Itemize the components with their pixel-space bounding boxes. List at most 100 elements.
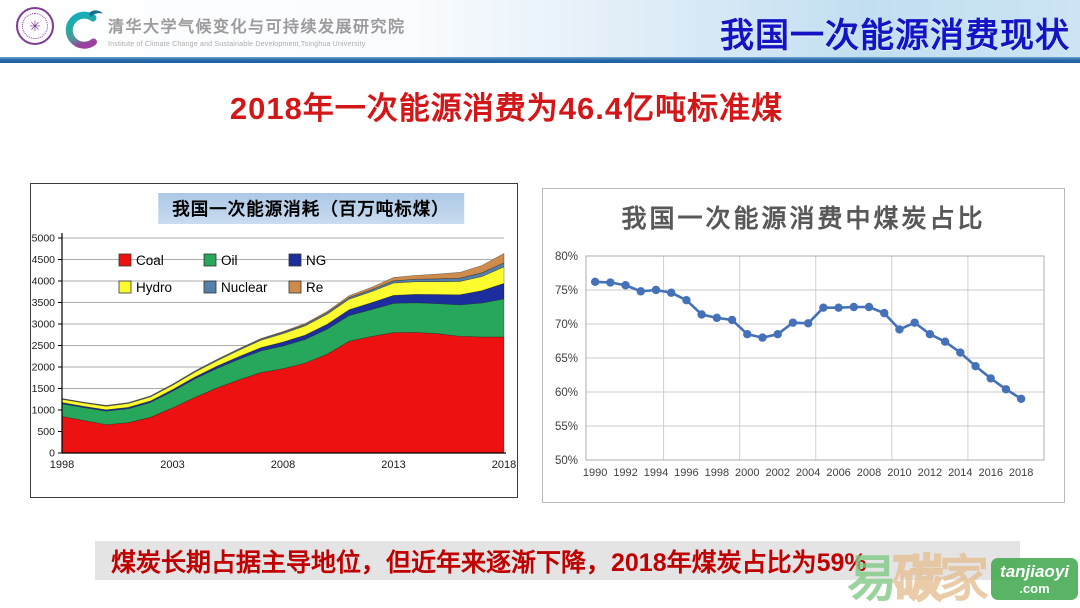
institute-name-cn: 清华大学气候变化与可持续发展研究院 — [108, 19, 406, 36]
x-tick-label: 2008 — [271, 459, 295, 471]
y-tick-label: 75% — [555, 285, 578, 297]
energy-mix-chart-title: 我国一次能源消耗（百万吨标煤） — [158, 193, 464, 224]
data-point-2003 — [788, 318, 798, 327]
coal-share-chart-title: 我国一次能源消费中煤炭占比 — [621, 206, 986, 233]
x-tick-label: 1990 — [583, 467, 607, 479]
seal-glyph: ✳ — [29, 18, 41, 34]
data-point-2007 — [849, 302, 859, 312]
x-tick-label: 2003 — [160, 459, 184, 471]
x-tick-label: 2018 — [492, 459, 516, 471]
y-tick-label: 500 — [37, 426, 55, 438]
legend-swatch-coal — [118, 253, 132, 267]
footer-note-text: 煤炭长期占据主导地位，但近年来逐渐下降，2018年煤炭占比为59% — [111, 548, 867, 577]
legend-swatch-ng — [288, 253, 302, 267]
x-tick-label: 2000 — [735, 467, 759, 479]
legend-label-ng: NG — [306, 253, 326, 268]
y-tick-label: 65% — [555, 353, 578, 365]
x-tick-label: 2016 — [979, 467, 1003, 479]
plot-border — [585, 255, 1045, 461]
x-tick-label: 2008 — [857, 467, 881, 479]
watermark-char-yi: 易 — [847, 551, 897, 607]
watermark-badge: tanjiaoyi .com — [991, 558, 1078, 600]
x-tick-label: 2006 — [826, 467, 850, 479]
legend-label-re: Re — [306, 280, 323, 295]
y-tick-label: 2500 — [32, 340, 56, 352]
x-tick-label: 2018 — [1009, 467, 1033, 479]
data-point-2013 — [940, 337, 950, 346]
x-tick-label: 2014 — [948, 467, 972, 479]
y-tick-label: 4500 — [32, 254, 56, 266]
coal-share-chart-panel: 80% 75% 70% 65% 60% 55% 50% 1990 1992 1994 1996 199… — [542, 188, 1065, 503]
x-tick-label: 1998 — [705, 467, 729, 479]
slide-headline: 2018年一次能源消费为46.4亿吨标准煤 — [229, 91, 784, 126]
data-point-2009 — [880, 308, 889, 318]
data-point-2006 — [834, 303, 843, 312]
y-tick-label: 60% — [555, 387, 578, 399]
data-point-2017 — [1001, 385, 1011, 394]
data-point-2012 — [925, 330, 935, 339]
watermark-badge-line1: tanjiaoyi — [1000, 562, 1069, 581]
data-point-2011 — [910, 318, 919, 327]
watermark-badge-line2: .com — [1019, 580, 1050, 596]
area-band-re — [61, 252, 505, 406]
y-tick-label: 3500 — [32, 297, 56, 309]
page-title: 我国一次能源消费现状 — [720, 17, 1070, 55]
footer-note-band: 煤炭长期占据主导地位，但近年来逐渐下降，2018年煤炭占比为59% — [95, 541, 1020, 580]
header: ✳ 清华大学气候变化与可持续发展研究院 Institute of Climate… — [0, 0, 1080, 57]
data-point-1999 — [727, 315, 737, 325]
data-point-2010 — [895, 325, 904, 334]
energy-mix-chart-panel: 0 500 1000 1500 2000 2500 3000 3500 4000 4500 5000… — [30, 183, 518, 498]
data-point-1995 — [667, 288, 676, 297]
header-divider — [0, 57, 1080, 63]
x-tick-label: 1998 — [50, 459, 74, 471]
y-tick-label: 1000 — [32, 405, 56, 417]
data-point-1993 — [636, 287, 645, 296]
data-point-1991 — [606, 278, 615, 287]
watermark: 易 碳 家 tanjiaoyi .com — [847, 551, 1078, 607]
data-point-2016 — [986, 374, 995, 383]
c-arc — [65, 11, 97, 49]
x-tick-label: 2013 — [381, 459, 405, 471]
data-point-1997 — [697, 310, 706, 319]
x-tick-label: 2010 — [887, 467, 911, 479]
legend-label-coal: Coal — [136, 253, 164, 268]
data-point-2004 — [803, 319, 813, 328]
data-point-2001 — [758, 333, 767, 342]
legend-swatch-oil — [203, 253, 217, 267]
institute-name-en: Institute of Climate Change and Sustaina… — [108, 41, 366, 48]
y-tick-label: 50% — [555, 455, 578, 467]
y-tick-label: 4000 — [32, 276, 56, 288]
legend-label-nuclear: Nuclear — [221, 280, 268, 295]
tsinghua-seal-logo: ✳ — [16, 7, 54, 45]
x-tick-label: 2002 — [765, 467, 789, 479]
watermark-char-jia: 家 — [939, 551, 989, 607]
y-tick-label: 1500 — [32, 383, 56, 395]
coal-share-svg: 80% 75% 70% 65% 60% 55% 50% 1990 1992 1994 1996 199… — [555, 251, 1045, 479]
y-tick-label: 3000 — [32, 319, 56, 331]
x-tick-label: 1996 — [674, 467, 698, 479]
data-point-1990 — [590, 277, 600, 287]
data-point-2000 — [743, 330, 752, 339]
tsinghua-seal-glyph-icon: ✳ — [22, 13, 48, 39]
data-point-2005 — [819, 303, 828, 312]
legend-swatch-hydro — [118, 280, 132, 294]
iccsd-c-logo — [65, 10, 103, 49]
coal-share-line — [593, 280, 1023, 401]
x-tick-label: 2012 — [918, 467, 942, 479]
x-tick-label: 1992 — [613, 467, 637, 479]
c-swoosh — [89, 10, 103, 17]
y-tick-label: 80% — [555, 251, 578, 263]
watermark-char-tan: 碳 — [892, 551, 944, 607]
y-tick-label: 2000 — [32, 362, 56, 374]
legend-label-hydro: Hydro — [136, 280, 172, 295]
data-point-1994 — [651, 285, 661, 295]
x-tick-label: 1994 — [644, 467, 668, 479]
legend-swatch-re — [288, 280, 302, 294]
data-point-2014 — [956, 348, 965, 357]
legend-swatch-nuclear — [203, 280, 217, 294]
data-point-1996 — [682, 296, 691, 305]
y-tick-label: 55% — [555, 421, 578, 433]
data-point-2008 — [864, 302, 874, 312]
y-tick-label: 0 — [49, 448, 55, 460]
x-tick-label: 2004 — [796, 467, 820, 479]
